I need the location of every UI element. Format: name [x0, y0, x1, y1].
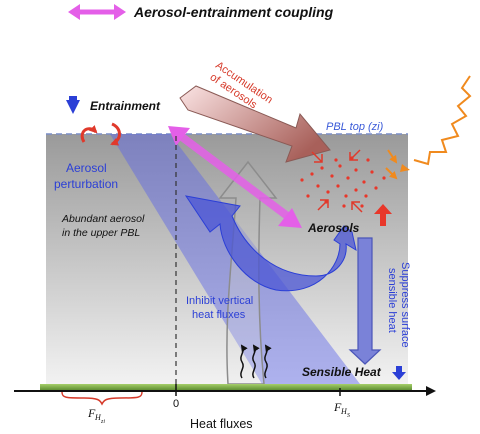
fhs-subsub: S — [347, 413, 350, 419]
aerosol-perturbation-line-1: Aerosol — [66, 161, 107, 175]
sensible-heat-label: Sensible Heat — [302, 365, 382, 379]
abundant-aerosol-line-1: Abundant aerosol — [61, 213, 145, 225]
fhzi-label: F H zi — [87, 406, 105, 425]
sun-wave — [414, 76, 470, 164]
legend-label: Aerosol-entrainment coupling — [133, 4, 334, 20]
legend: Aerosol-entrainment coupling — [68, 4, 334, 20]
entrainment-down-arrow — [66, 96, 80, 114]
ground-strip — [40, 384, 412, 390]
suppress-line-1: Suppress surface — [399, 262, 411, 348]
entrainment-label: Entrainment — [90, 99, 161, 113]
inhibit-line-1: Inhibit vertical — [186, 295, 253, 307]
x-axis-label: Heat fluxes — [190, 417, 253, 431]
fhs-label: F H S — [333, 400, 350, 419]
inhibit-line-2: heat fluxes — [192, 309, 246, 321]
fhzi-brace — [62, 392, 142, 404]
suppress-line-2: sensible heat — [386, 268, 398, 333]
aerosol-perturbation-line-2: perturbation — [54, 177, 118, 191]
aerosols-label: Aerosols — [307, 221, 360, 235]
pbl-top-label: PBL top (zi) — [326, 121, 384, 133]
zero-label: 0 — [173, 398, 179, 410]
fhzi-subsub: zi — [100, 419, 105, 425]
legend-double-arrow — [68, 4, 126, 20]
abundant-aerosol-line-2: in the upper PBL — [62, 227, 140, 239]
